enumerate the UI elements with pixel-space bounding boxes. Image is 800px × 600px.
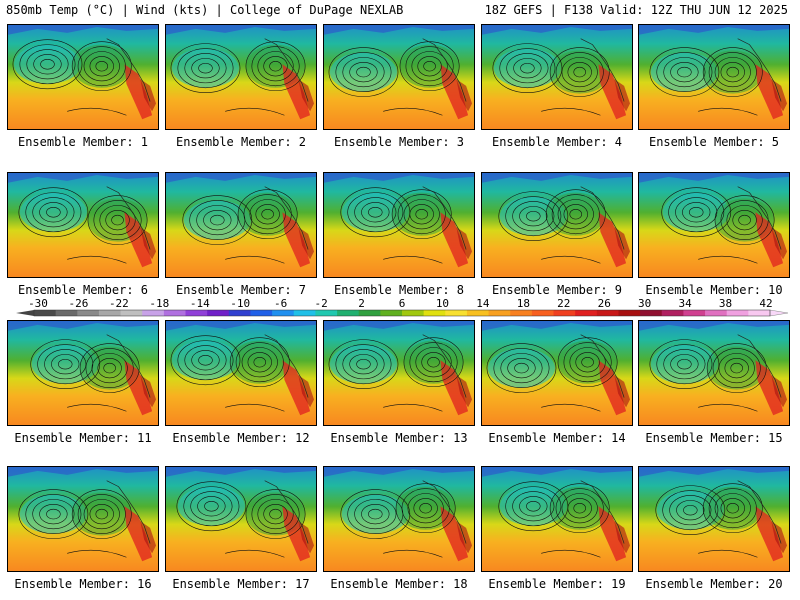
chart-title: 850mb Temp (°C) | Wind (kts) | College o… <box>6 3 404 17</box>
ensemble-member-label: Ensemble Member: 10 <box>645 283 783 297</box>
colorbar-bin <box>705 310 728 316</box>
colorbar-bin <box>207 310 230 316</box>
colorbar-bin <box>661 310 684 316</box>
colorbar-bin <box>488 310 511 316</box>
colorbar-tick-label: -26 <box>69 297 89 310</box>
colorbar-bin <box>55 310 78 316</box>
ensemble-member-label: Ensemble Member: 14 <box>488 431 626 445</box>
colorbar-bin <box>640 310 663 316</box>
colorbar-tick-label: 42 <box>759 297 772 310</box>
colorbar-bin <box>510 310 533 316</box>
colorbar-bin <box>337 310 360 316</box>
colorbar-tick-label: -10 <box>230 297 250 310</box>
colorbar-tick-label: 26 <box>598 297 611 310</box>
colorbar-bin <box>98 310 122 316</box>
ensemble-member-map <box>165 172 317 278</box>
colorbar-tick-label: 18 <box>517 297 530 310</box>
ensemble-member-map <box>7 172 159 278</box>
colorbar-bin <box>402 310 425 316</box>
ensemble-member-label: Ensemble Member: 15 <box>645 431 783 445</box>
ensemble-member-map <box>165 466 317 572</box>
colorbar-tick-label: 38 <box>719 297 732 310</box>
ensemble-member-map <box>638 320 790 426</box>
colorbar-bin <box>726 310 749 316</box>
ensemble-member-label: Ensemble Member: 7 <box>175 283 307 297</box>
ensemble-member-label: Ensemble Member: 8 <box>333 283 465 297</box>
colorbar-bin <box>185 310 208 316</box>
colorbar-tick-label: -22 <box>109 297 129 310</box>
ensemble-member-map <box>481 466 633 572</box>
colorbar-tick-label: 34 <box>678 297 692 310</box>
ensemble-member-map <box>481 320 633 426</box>
colorbar-tick-label: 10 <box>436 297 449 310</box>
colorbar-bin <box>77 310 100 316</box>
ensemble-member-map <box>7 466 159 572</box>
ensemble-member-label: Ensemble Member: 17 <box>172 577 310 591</box>
ensemble-member-label: Ensemble Member: 13 <box>330 431 468 445</box>
colorbar-bin <box>575 310 598 316</box>
colorbar-tick-label: 14 <box>476 297 490 310</box>
ensemble-member-map <box>7 24 159 130</box>
ensemble-member-label: Ensemble Member: 16 <box>14 577 152 591</box>
temperature-colorbar: -30 -26 -22 -18 -14 -10 -6 -2 2 6 10 14 18 22 26 30 34 38… <box>16 297 789 317</box>
colorbar-bin <box>466 310 490 316</box>
colorbar-bin <box>553 310 576 316</box>
ensemble-member-label: Ensemble Member: 5 <box>648 135 780 149</box>
ensemble-member-label: Ensemble Member: 9 <box>491 283 623 297</box>
colorbar-bin <box>228 310 251 316</box>
ensemble-member-label: Ensemble Member: 1 <box>17 135 149 149</box>
ensemble-member-map <box>481 24 633 130</box>
ensemble-member-map <box>638 466 790 572</box>
ensemble-member-label: Ensemble Member: 2 <box>175 135 307 149</box>
colorbar-bin <box>315 310 338 316</box>
colorbar-bin <box>34 310 57 316</box>
ensemble-member-map <box>165 320 317 426</box>
colorbar-bin <box>423 310 446 316</box>
ensemble-member-map <box>323 320 475 426</box>
ensemble-member-label: Ensemble Member: 19 <box>488 577 626 591</box>
colorbar-tick-label: -18 <box>149 297 169 310</box>
ensemble-member-map <box>481 172 633 278</box>
ensemble-member-map <box>165 24 317 130</box>
ensemble-member-map <box>323 24 475 130</box>
ensemble-member-label: Ensemble Member: 12 <box>172 431 310 445</box>
colorbar-tick-label: 2 <box>358 297 365 310</box>
ensemble-member-label: Ensemble Member: 6 <box>17 283 149 297</box>
colorbar-bin <box>272 310 295 316</box>
colorbar-bin <box>380 310 403 316</box>
ensemble-member-map <box>7 320 159 426</box>
ensemble-member-label: Ensemble Member: 3 <box>333 135 465 149</box>
colorbar-bin <box>596 310 619 316</box>
colorbar-bin <box>293 310 316 316</box>
colorbar-bin <box>445 310 468 316</box>
ensemble-member-label: Ensemble Member: 4 <box>491 135 623 149</box>
colorbar-tick-label: -30 <box>28 297 48 310</box>
colorbar-tick-label: 6 <box>399 297 406 310</box>
colorbar-tick-label: -14 <box>190 297 210 310</box>
colorbar-tick-label: 22 <box>557 297 570 310</box>
colorbar-tick-label: -2 <box>314 297 327 310</box>
ensemble-member-map <box>323 172 475 278</box>
colorbar-bin <box>163 310 187 316</box>
ensemble-member-label: Ensemble Member: 20 <box>645 577 783 591</box>
colorbar-bin <box>120 310 143 316</box>
colorbar-tick-label: 30 <box>638 297 651 310</box>
model-run-info: 18Z GEFS | F138 Valid: 12Z THU JUN 12 20… <box>484 3 788 17</box>
colorbar-tick-label: -6 <box>274 297 287 310</box>
colorbar-high-arrow <box>769 309 789 317</box>
colorbar-bin <box>618 310 641 316</box>
colorbar-bin <box>250 310 273 316</box>
colorbar-bin <box>531 310 555 316</box>
colorbar-bin <box>748 310 771 316</box>
ensemble-member-map <box>638 172 790 278</box>
ensemble-member-map <box>323 466 475 572</box>
ensemble-member-label: Ensemble Member: 11 <box>14 431 152 445</box>
colorbar-low-arrow <box>16 310 34 316</box>
colorbar-bin <box>142 310 165 316</box>
colorbar-bin <box>683 310 706 316</box>
colorbar-bin <box>358 310 381 316</box>
ensemble-member-map <box>638 24 790 130</box>
ensemble-member-label: Ensemble Member: 18 <box>330 577 468 591</box>
